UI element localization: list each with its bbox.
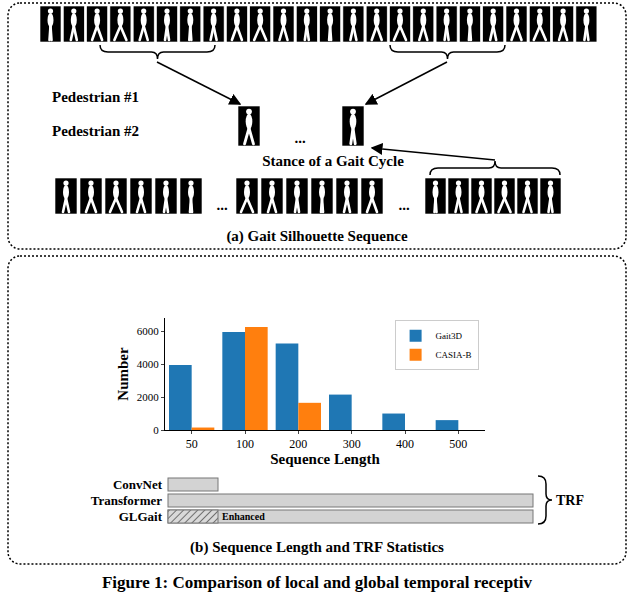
- svg-text:Enhanced: Enhanced: [222, 511, 265, 522]
- svg-text:400: 400: [396, 437, 414, 451]
- svg-text:2000: 2000: [137, 391, 160, 403]
- svg-text:Number: Number: [115, 347, 131, 401]
- svg-text:CASIA-B: CASIA-B: [436, 350, 472, 360]
- svg-text:ConvNet: ConvNet: [113, 477, 163, 492]
- svg-text:GLGait: GLGait: [119, 509, 163, 524]
- svg-text:...: ...: [398, 197, 410, 213]
- svg-text:Figure 1: Comparison of local: Figure 1: Comparison of local and global…: [102, 573, 533, 592]
- svg-text:(b) Sequence Length and TRF St: (b) Sequence Length and TRF Statistics: [190, 539, 444, 556]
- svg-text:0: 0: [153, 424, 159, 436]
- svg-text:500: 500: [449, 437, 467, 451]
- svg-text:Transformer: Transformer: [91, 493, 162, 508]
- svg-text:300: 300: [343, 437, 361, 451]
- svg-text:Sequence Length: Sequence Length: [270, 451, 380, 467]
- svg-text:4000: 4000: [137, 358, 160, 370]
- svg-text:Stance of a Gait Cycle: Stance of a Gait Cycle: [262, 153, 404, 169]
- svg-text:...: ...: [216, 197, 228, 213]
- svg-text:Pedestrian #1: Pedestrian #1: [52, 89, 139, 105]
- svg-text:50: 50: [186, 437, 198, 451]
- svg-text:(a) Gait Silhouette Sequence: (a) Gait Silhouette Sequence: [226, 228, 408, 245]
- svg-text:6000: 6000: [137, 325, 160, 337]
- svg-text:...: ...: [294, 130, 306, 146]
- svg-text:TRF: TRF: [556, 493, 584, 508]
- svg-text:100: 100: [236, 437, 254, 451]
- svg-text:Gait3D: Gait3D: [436, 331, 463, 341]
- svg-text:200: 200: [289, 437, 307, 451]
- svg-text:Pedestrian #2: Pedestrian #2: [52, 123, 139, 139]
